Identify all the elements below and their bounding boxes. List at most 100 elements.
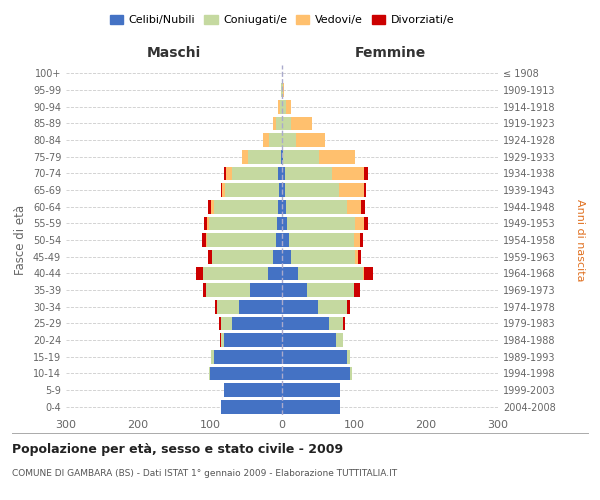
Bar: [215, 300, 217, 314]
Text: Popolazione per età, sesso e stato civile - 2009: Popolazione per età, sesso e stato civil…: [12, 442, 343, 456]
Bar: [274, 250, 282, 264]
Bar: [329, 316, 343, 330]
Bar: [282, 133, 296, 147]
Bar: [272, 116, 276, 130]
Bar: [239, 300, 282, 314]
Bar: [217, 300, 239, 314]
Bar: [221, 183, 225, 197]
Bar: [268, 266, 282, 280]
Bar: [221, 333, 224, 347]
Bar: [248, 150, 281, 164]
Bar: [206, 233, 207, 247]
Bar: [364, 183, 365, 197]
Bar: [275, 233, 282, 247]
Bar: [319, 150, 355, 164]
Bar: [224, 166, 226, 180]
Bar: [355, 216, 364, 230]
Bar: [318, 300, 347, 314]
Bar: [282, 383, 340, 397]
Bar: [282, 216, 287, 230]
Bar: [282, 266, 298, 280]
Bar: [221, 316, 232, 330]
Bar: [283, 150, 319, 164]
Bar: [286, 200, 347, 213]
Bar: [354, 283, 360, 297]
Bar: [277, 216, 282, 230]
Bar: [339, 183, 364, 197]
Bar: [203, 216, 207, 230]
Bar: [355, 250, 358, 264]
Bar: [332, 166, 364, 180]
Bar: [282, 316, 329, 330]
Bar: [285, 166, 332, 180]
Bar: [364, 266, 373, 280]
Bar: [360, 233, 364, 247]
Bar: [207, 216, 209, 230]
Bar: [250, 283, 282, 297]
Bar: [208, 200, 211, 213]
Bar: [285, 183, 339, 197]
Bar: [282, 116, 290, 130]
Bar: [282, 366, 350, 380]
Bar: [196, 266, 203, 280]
Bar: [282, 333, 336, 347]
Bar: [203, 266, 268, 280]
Bar: [282, 233, 289, 247]
Bar: [208, 250, 212, 264]
Bar: [224, 383, 282, 397]
Bar: [263, 133, 269, 147]
Bar: [211, 200, 214, 213]
Bar: [220, 316, 221, 330]
Bar: [362, 266, 364, 280]
Bar: [207, 233, 275, 247]
Bar: [282, 200, 286, 213]
Bar: [350, 366, 352, 380]
Bar: [282, 283, 307, 297]
Bar: [225, 183, 279, 197]
Bar: [224, 333, 282, 347]
Bar: [282, 183, 285, 197]
Bar: [276, 116, 282, 130]
Bar: [281, 83, 282, 97]
Bar: [336, 333, 343, 347]
Bar: [214, 350, 282, 364]
Bar: [206, 283, 250, 297]
Bar: [287, 216, 355, 230]
Bar: [289, 233, 354, 247]
Bar: [286, 100, 292, 114]
Bar: [354, 233, 360, 247]
Y-axis label: Fasce di età: Fasce di età: [14, 205, 27, 275]
Bar: [290, 116, 312, 130]
Text: Maschi: Maschi: [147, 46, 201, 60]
Bar: [347, 350, 350, 364]
Text: Femmine: Femmine: [355, 46, 425, 60]
Bar: [209, 216, 277, 230]
Bar: [232, 316, 282, 330]
Bar: [210, 366, 282, 380]
Bar: [358, 250, 361, 264]
Text: COMUNE DI GAMBARA (BS) - Dati ISTAT 1° gennaio 2009 - Elaborazione TUTTITALIA.IT: COMUNE DI GAMBARA (BS) - Dati ISTAT 1° g…: [12, 468, 397, 477]
Bar: [279, 183, 282, 197]
Bar: [343, 316, 344, 330]
Bar: [282, 400, 340, 413]
Y-axis label: Anni di nascita: Anni di nascita: [575, 198, 585, 281]
Bar: [212, 250, 274, 264]
Bar: [278, 200, 282, 213]
Bar: [280, 100, 282, 114]
Bar: [209, 366, 210, 380]
Bar: [202, 233, 206, 247]
Bar: [364, 216, 368, 230]
Bar: [347, 300, 350, 314]
Bar: [226, 166, 232, 180]
Bar: [364, 166, 368, 180]
Bar: [307, 283, 354, 297]
Bar: [361, 200, 365, 213]
Bar: [282, 250, 290, 264]
Bar: [220, 333, 221, 347]
Bar: [221, 400, 282, 413]
Bar: [347, 200, 361, 213]
Bar: [281, 150, 282, 164]
Bar: [278, 100, 280, 114]
Bar: [298, 266, 362, 280]
Bar: [242, 150, 248, 164]
